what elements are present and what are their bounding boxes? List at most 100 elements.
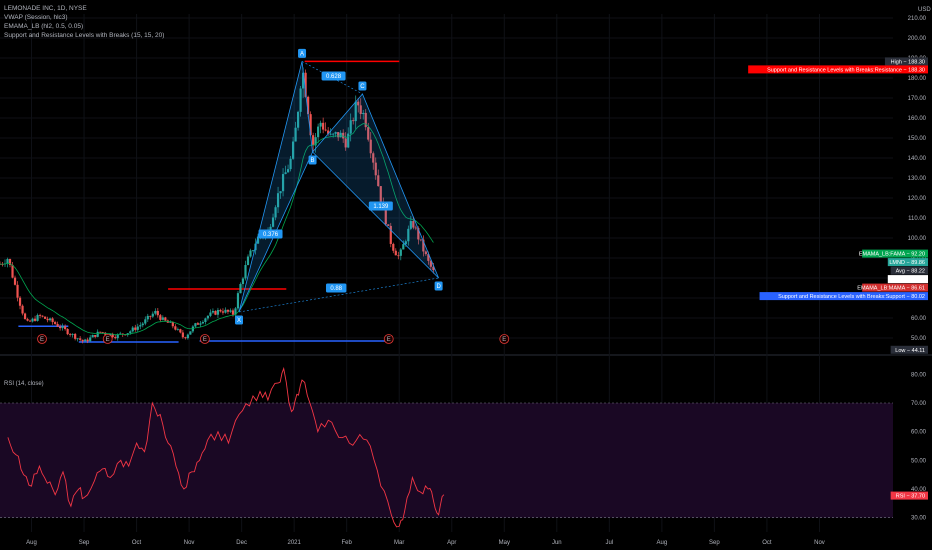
rsi-line bbox=[7, 366, 445, 528]
price-tag-bg bbox=[884, 57, 928, 66]
candle-body bbox=[324, 129, 327, 131]
candle-body bbox=[141, 323, 144, 326]
price-tick-label: 120.00 bbox=[908, 196, 927, 202]
candle-body bbox=[299, 88, 302, 112]
candle-body bbox=[309, 114, 312, 136]
candle-body bbox=[204, 318, 207, 323]
pattern-bcd-triangle bbox=[312, 93, 439, 279]
candle-body bbox=[99, 331, 102, 333]
candle-body bbox=[31, 318, 34, 322]
candle-body bbox=[289, 158, 292, 170]
price-tag: Low − 44.11 bbox=[895, 348, 925, 354]
candle-body bbox=[81, 339, 84, 342]
time-tick-label: Mar bbox=[394, 540, 404, 546]
candle-body bbox=[179, 329, 182, 333]
candle-body bbox=[144, 319, 147, 324]
candle-body bbox=[402, 244, 405, 250]
earnings-marker-bg bbox=[199, 334, 210, 344]
candle-body bbox=[216, 309, 220, 315]
candle-body bbox=[36, 315, 39, 321]
time-tick-label: Jun bbox=[552, 540, 562, 546]
candle-body bbox=[352, 120, 355, 122]
candle-body bbox=[129, 331, 132, 334]
legend-vwap[interactable]: VWAP (Session, hlc3) bbox=[4, 14, 68, 21]
pattern-point-D-bg bbox=[434, 281, 443, 291]
rsi-tick-label: 60.00 bbox=[911, 430, 927, 436]
candle-body bbox=[46, 318, 49, 321]
time-tick-label: Feb bbox=[342, 540, 353, 546]
candle-body bbox=[74, 333, 77, 339]
candle-body bbox=[174, 326, 177, 330]
time-tick-label: Aug bbox=[26, 540, 37, 546]
candle-body bbox=[339, 132, 342, 138]
price-tag-bg bbox=[887, 275, 928, 284]
candle-body bbox=[56, 323, 59, 327]
candle-body bbox=[354, 101, 357, 122]
price-tag: Avg − 88.22 bbox=[896, 269, 925, 275]
rsi-tick-label: 70.00 bbox=[911, 401, 927, 407]
candle-body bbox=[327, 130, 330, 134]
candle-body bbox=[8, 258, 12, 265]
rsi-band-fill bbox=[0, 403, 893, 518]
candle-body bbox=[357, 101, 360, 106]
candle-body bbox=[201, 322, 205, 324]
candle-body bbox=[43, 316, 47, 319]
candle-body bbox=[359, 105, 362, 115]
candle-body bbox=[131, 327, 134, 332]
rsi-legend: RSI (14, close) bbox=[4, 381, 44, 387]
candle-body bbox=[221, 311, 225, 313]
pattern-ratio-0.376: 0.376 bbox=[263, 232, 279, 238]
candle-body bbox=[184, 337, 187, 339]
candle-body bbox=[424, 251, 427, 255]
candle-body bbox=[271, 217, 275, 227]
pattern-ratio-1.139: 1.139 bbox=[373, 204, 389, 210]
candle-body bbox=[256, 236, 260, 244]
time-tick-label: Oct bbox=[762, 540, 772, 546]
pattern-point-B: B bbox=[311, 158, 315, 164]
price-tick-label: 110.00 bbox=[908, 216, 927, 222]
candle-body bbox=[91, 335, 94, 338]
candle-body bbox=[139, 325, 142, 327]
candle-body bbox=[312, 135, 315, 146]
earnings-marker: E bbox=[106, 337, 110, 343]
candle-body bbox=[94, 335, 97, 337]
legend-symbol-title[interactable]: LEMONADE INC, 1D, NYSE bbox=[4, 5, 87, 12]
time-tick-label: Apr bbox=[447, 540, 456, 546]
candle-body bbox=[231, 310, 235, 315]
earnings-marker: E bbox=[203, 337, 207, 343]
candle-body bbox=[196, 323, 199, 325]
legend-emama[interactable]: EMAMA_LB (hl2, 0.5, 0.05) bbox=[4, 23, 84, 30]
candle-body bbox=[84, 339, 87, 342]
price-tag: Support and Resistance Levels with Break… bbox=[778, 294, 925, 300]
candle-body bbox=[211, 311, 215, 313]
candle-body bbox=[291, 141, 295, 159]
candle-body bbox=[249, 250, 252, 257]
candle-body bbox=[317, 126, 320, 138]
candle-body bbox=[154, 310, 157, 314]
candle-body bbox=[189, 331, 192, 335]
candle-body bbox=[234, 308, 237, 315]
candle-body bbox=[229, 310, 232, 312]
legend-support-resistance[interactable]: Support and Resistance Levels with Break… bbox=[4, 32, 165, 39]
pattern-ratio-bg bbox=[258, 229, 283, 239]
time-tick-label: 2021 bbox=[287, 540, 301, 546]
candle-body bbox=[86, 339, 89, 342]
candle-body bbox=[51, 318, 54, 323]
rsi-tick-label: 40.00 bbox=[911, 487, 927, 493]
time-tick-label: Dec bbox=[236, 540, 247, 546]
pattern-ac-line bbox=[301, 61, 363, 95]
candle-body bbox=[114, 337, 117, 339]
price-tag-bg bbox=[890, 345, 928, 354]
candle-body bbox=[389, 225, 392, 244]
candle-body bbox=[79, 338, 82, 340]
candle-body bbox=[226, 309, 230, 312]
candle-body bbox=[41, 315, 44, 317]
price-tag-bg bbox=[748, 65, 928, 74]
candle-body bbox=[181, 332, 184, 338]
price-tag-bg bbox=[862, 283, 928, 292]
price-tick-label: 170.00 bbox=[908, 96, 927, 102]
candle-body bbox=[379, 186, 382, 202]
rsi-tag-bg bbox=[890, 491, 928, 500]
price-tick-label: 150.00 bbox=[908, 136, 927, 142]
